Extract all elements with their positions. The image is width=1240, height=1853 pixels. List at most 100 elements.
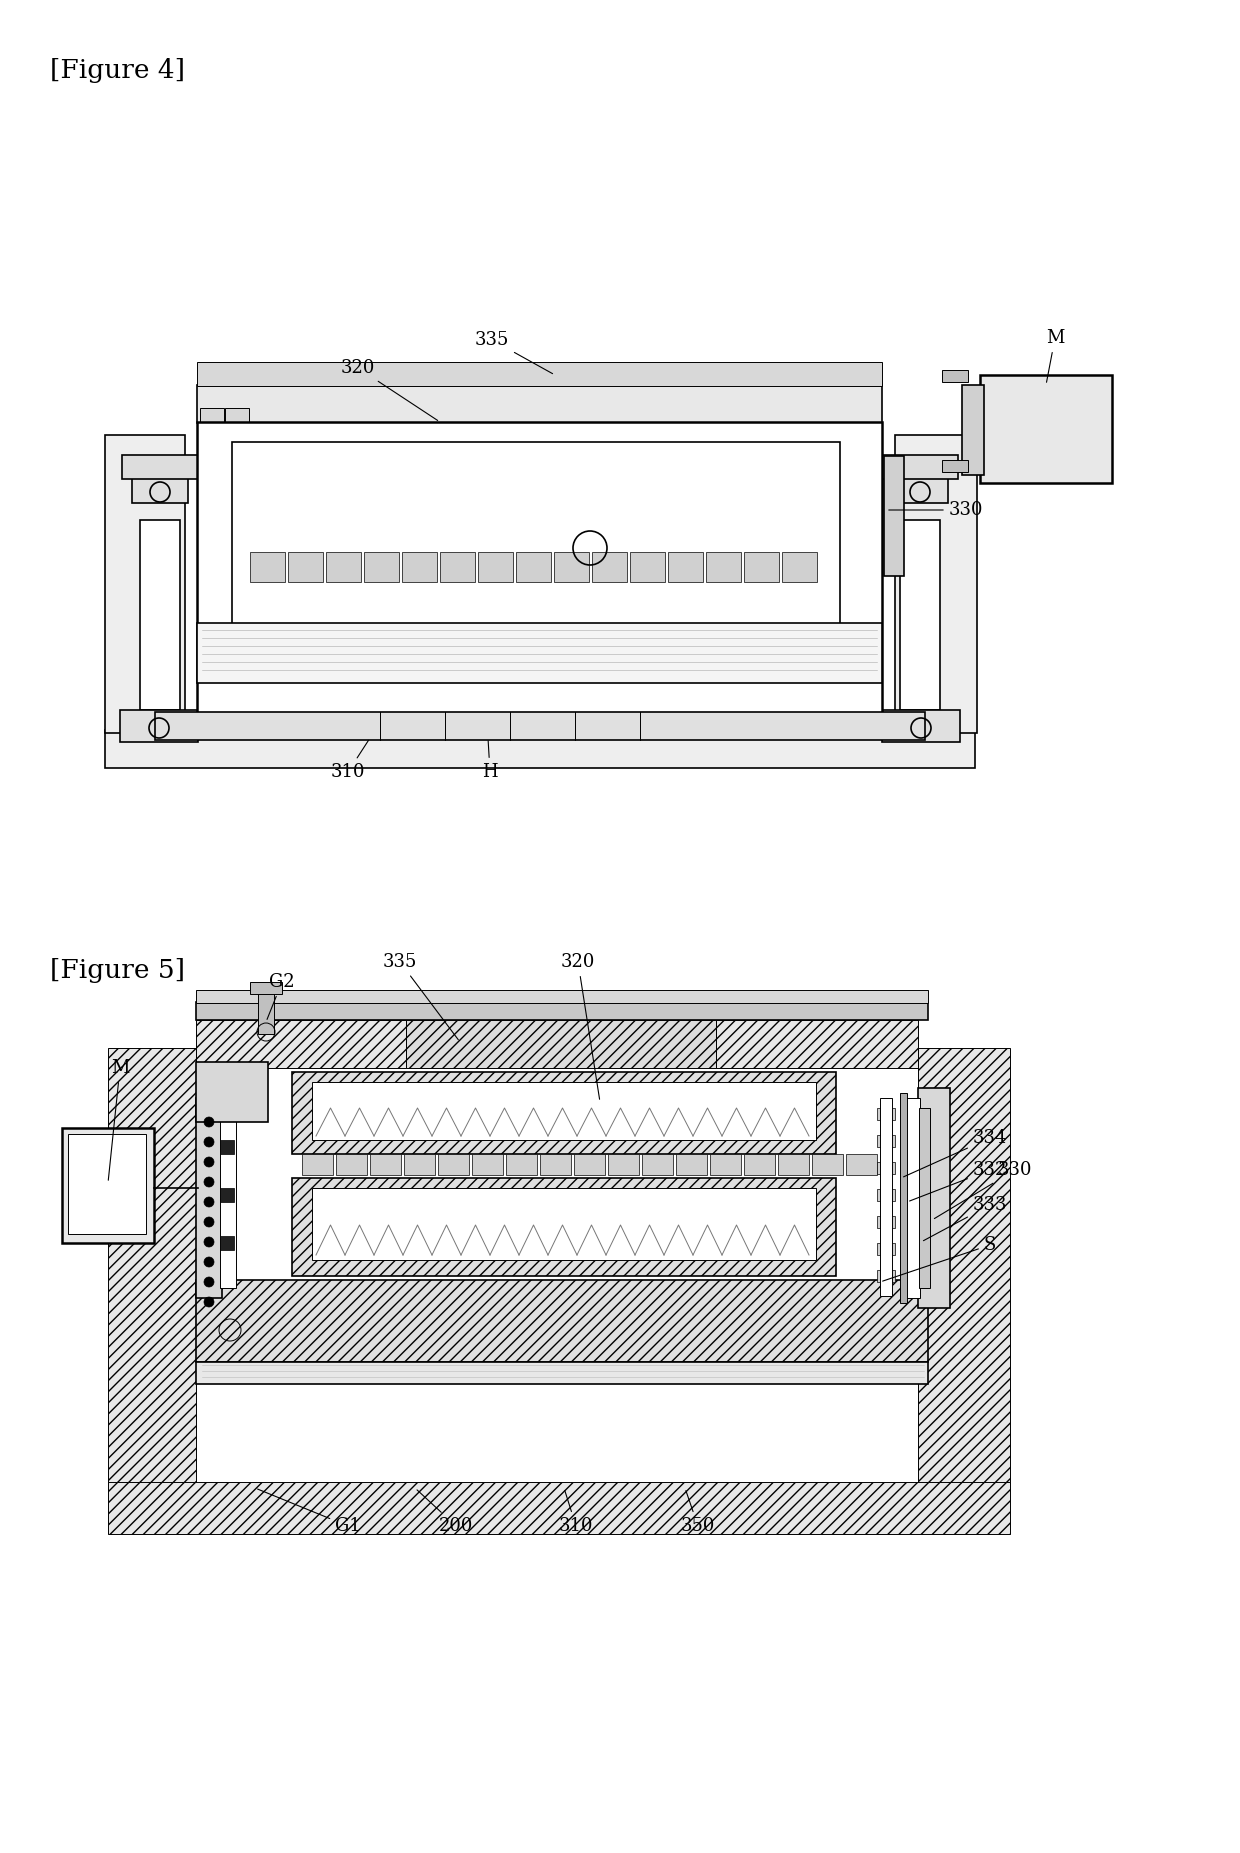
Bar [120,710,198,741]
Circle shape [205,1238,215,1247]
Bar [918,1088,950,1308]
Bar [219,1108,236,1288]
Bar [918,1049,1011,1482]
Circle shape [205,1217,215,1227]
Circle shape [205,1156,215,1167]
Bar [250,982,281,993]
Text: 330: 330 [935,1162,1032,1219]
Bar [197,385,882,422]
Bar [197,422,882,732]
Bar [980,374,1112,484]
Circle shape [205,1297,215,1306]
Bar [122,456,198,478]
Text: M: M [1045,330,1064,382]
Text: 334: 334 [904,1128,1007,1177]
Bar [62,1128,154,1243]
Bar [900,521,940,710]
Bar [200,408,224,428]
Bar [812,1154,843,1175]
Text: 320: 320 [560,952,600,1099]
Bar [131,474,188,502]
Bar [919,1108,930,1288]
Bar [942,371,968,382]
Bar [312,1082,816,1140]
Bar [706,552,742,582]
Bar [642,1154,673,1175]
Bar [402,552,436,582]
Bar [777,1154,808,1175]
Bar [105,730,975,767]
Bar [962,385,985,474]
Bar [895,435,977,734]
Bar [196,1362,928,1384]
Text: M: M [108,1060,129,1180]
Bar [942,460,968,473]
Bar [477,552,513,582]
Bar [130,710,950,732]
Text: 335: 335 [475,332,553,374]
Circle shape [205,1138,215,1147]
Bar [370,1154,401,1175]
Bar [140,521,180,710]
Bar [892,474,949,502]
Bar [904,1099,920,1297]
Bar [630,552,665,582]
Circle shape [205,1177,215,1188]
Circle shape [205,1117,215,1127]
Bar [877,1136,895,1147]
Bar [506,1154,537,1175]
Bar [108,1482,1011,1534]
Bar [880,1099,892,1295]
Bar [608,1154,639,1175]
Bar [365,552,399,582]
Circle shape [205,1277,215,1288]
Bar [196,1002,928,1019]
Text: H: H [482,741,497,780]
Bar [472,1154,503,1175]
Text: 350: 350 [681,1490,715,1534]
Text: [Figure 5]: [Figure 5] [50,958,185,982]
Circle shape [205,1197,215,1206]
Bar [196,1099,222,1297]
Bar [219,1188,234,1203]
Bar [715,1019,918,1067]
Bar [258,991,274,1034]
Bar [539,1154,570,1175]
Bar [291,1179,836,1277]
Bar [877,1190,895,1201]
Bar [744,1154,775,1175]
Bar [591,552,627,582]
Bar [196,1062,268,1123]
Bar [782,552,817,582]
Text: [Figure 4]: [Figure 4] [50,57,185,83]
Bar [711,1154,742,1175]
Bar [219,1236,234,1251]
Bar [108,1049,196,1482]
Text: 310: 310 [559,1490,593,1534]
Bar [197,623,882,684]
Bar [882,710,960,741]
Text: G2: G2 [267,973,295,1019]
Bar [196,1019,405,1067]
Text: 333: 333 [924,1195,1007,1242]
Bar [574,1154,605,1175]
Text: 332: 332 [910,1162,1007,1201]
Bar [105,435,185,734]
Bar [68,1134,146,1234]
Bar [668,552,703,582]
Bar [846,1154,877,1175]
Text: S: S [883,1236,996,1280]
Bar [197,361,882,385]
Bar [877,1269,895,1282]
Text: 320: 320 [341,359,438,421]
Bar [438,1154,469,1175]
Text: 330: 330 [889,500,983,519]
Text: 335: 335 [383,952,459,1040]
Bar [219,1140,234,1154]
Bar [877,1162,895,1175]
Bar [326,552,361,582]
Bar [882,456,959,478]
Bar [288,552,322,582]
Circle shape [205,1256,215,1267]
Bar [303,1154,334,1175]
